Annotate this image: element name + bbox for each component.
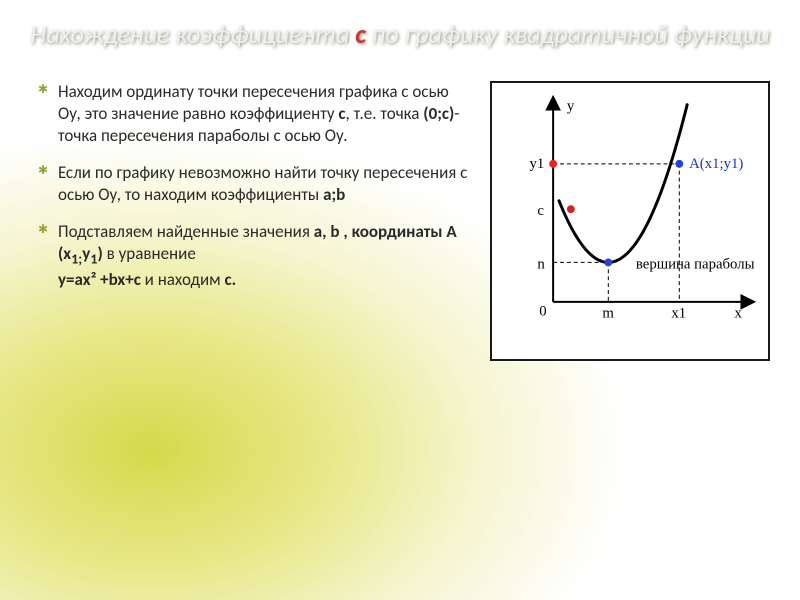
- parabola-graph: y y1 с n 0 m x1 x A(x1;y1) вершина параболы: [490, 81, 770, 361]
- title-accent: с: [355, 18, 366, 50]
- graph-label-y1: y1: [529, 155, 544, 171]
- graph-label-m: m: [602, 305, 614, 321]
- graph-label-c: с: [537, 203, 544, 219]
- graph-label-zero: 0: [539, 303, 546, 319]
- graph-label-A: A(x1;y1): [689, 155, 743, 171]
- graph-label-x: x: [734, 305, 742, 321]
- point-A: [675, 159, 683, 167]
- graph-label-y: y: [567, 98, 575, 114]
- title-prefix: Нахождение коэффициента: [30, 18, 355, 50]
- point-c: [567, 205, 575, 213]
- bullet-list: Находим ординату точки пересечения графи…: [38, 81, 470, 361]
- bullet-item: Если по графику невозможно найти точку п…: [38, 162, 470, 207]
- point-y1: [549, 159, 557, 167]
- title-suffix: по графику квадратичной функции: [366, 18, 770, 50]
- graph-label-vertex: вершина параболы: [636, 256, 755, 272]
- graph-label-x1: x1: [671, 305, 686, 321]
- bullet-item: Подставляем найденные значения a, b , ко…: [38, 221, 470, 292]
- content-row: Находим ординату точки пересечения графи…: [0, 61, 800, 361]
- graph-label-n: n: [537, 256, 545, 272]
- bullet-item: Находим ординату точки пересечения графи…: [38, 81, 470, 148]
- point-vertex: [604, 258, 612, 266]
- parabola-curve: [559, 104, 687, 262]
- slide-title: Нахождение коэффициента с по графику ква…: [0, 0, 800, 61]
